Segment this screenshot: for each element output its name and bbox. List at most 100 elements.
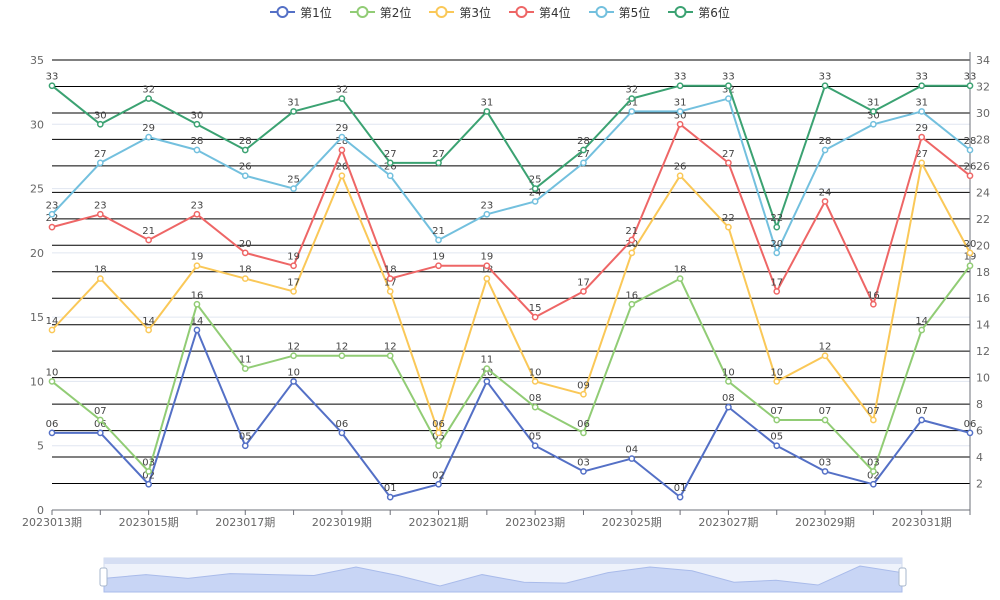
data-label: 06	[964, 419, 977, 430]
data-point	[725, 95, 732, 102]
data-point	[483, 378, 491, 385]
data-label: 20	[964, 239, 977, 250]
data-zoom-range-bar	[104, 558, 902, 564]
data-point	[193, 120, 201, 128]
data-point	[966, 429, 974, 437]
data-label: 06	[46, 419, 59, 430]
series-line-3	[51, 161, 971, 434]
data-point	[386, 275, 394, 282]
legend-item-5[interactable]: 第5位	[588, 4, 650, 21]
data-label: 07	[867, 406, 880, 417]
data-label: 10	[529, 367, 542, 378]
data-label: 28	[577, 136, 590, 147]
data-point	[96, 429, 104, 437]
right-y-tick-label: 12	[976, 345, 990, 358]
data-point	[966, 82, 974, 90]
data-label: 28	[964, 136, 977, 147]
data-label: 16	[867, 290, 880, 301]
data-point	[96, 210, 104, 218]
data-point	[290, 262, 297, 270]
data-label: 12	[287, 342, 300, 353]
right-y-tick-label: 2	[976, 478, 983, 491]
data-label: 25	[287, 175, 300, 186]
data-zoom-slider[interactable]	[99, 557, 907, 593]
x-tick-label: 2023031期	[892, 516, 952, 529]
data-point	[386, 493, 394, 501]
data-point	[338, 172, 346, 180]
data-label: 19	[287, 252, 300, 263]
data-point	[145, 133, 152, 141]
data-point	[435, 159, 442, 167]
data-label: 16	[191, 290, 204, 301]
data-label: 27	[577, 149, 590, 160]
data-label: 32	[722, 85, 735, 96]
data-label: 31	[480, 97, 493, 108]
data-point	[628, 300, 636, 308]
legend-item-2[interactable]: 第2位	[349, 4, 411, 21]
data-point	[531, 403, 539, 411]
legend-item-4[interactable]: 第4位	[509, 4, 571, 21]
series-line-6	[51, 84, 970, 229]
data-point	[580, 288, 587, 295]
data-label: 07	[915, 406, 928, 417]
data-label: 31	[625, 97, 638, 108]
data-point	[628, 95, 636, 102]
data-label: 05	[770, 432, 783, 443]
legend-item-3[interactable]: 第3位	[429, 4, 491, 21]
data-label: 10	[722, 367, 735, 378]
data-label: 28	[819, 136, 832, 147]
data-point	[96, 275, 104, 282]
data-point	[145, 468, 152, 475]
data-label: 10	[480, 367, 493, 378]
data-label: 05	[529, 432, 542, 443]
data-point	[145, 236, 152, 244]
data-point	[821, 416, 829, 424]
data-point	[966, 172, 974, 180]
data-point	[48, 210, 56, 218]
data-point	[725, 223, 732, 231]
data-label: 12	[336, 342, 349, 353]
series-layer: 06 06 02 14 05 10 06 01 02 10 05 03 04 01 08 05 03 02 07 06…	[46, 72, 977, 501]
data-label: 08	[722, 393, 735, 404]
data-point	[386, 352, 394, 360]
right-y-tick-label: 14	[976, 319, 990, 332]
data-point	[290, 378, 297, 385]
data-point	[96, 159, 104, 167]
data-label: 23	[191, 200, 204, 211]
data-label: 31	[915, 97, 928, 108]
data-label: 33	[964, 72, 977, 83]
data-label: 19	[964, 252, 977, 263]
data-label: 02	[142, 470, 155, 481]
data-point	[145, 95, 152, 102]
data-point	[96, 120, 104, 128]
data-label: 27	[722, 149, 735, 160]
series-line-4	[51, 123, 971, 319]
data-point	[821, 468, 829, 475]
series-line-2	[51, 265, 971, 473]
data-point	[531, 313, 539, 321]
data-point	[193, 262, 201, 270]
data-label: 06	[336, 419, 349, 430]
data-point	[338, 95, 346, 102]
left-y-tick-label: 10	[30, 375, 44, 388]
legend-item-1[interactable]: 第1位	[270, 4, 332, 21]
left-y-tick-label: 15	[30, 311, 44, 324]
data-label: 08	[529, 393, 542, 404]
data-point	[773, 442, 781, 450]
data-point	[338, 429, 346, 437]
data-point	[338, 133, 346, 141]
data-point	[870, 468, 877, 475]
data-label: 06	[577, 419, 590, 430]
data-point	[193, 300, 201, 308]
data-point	[773, 378, 781, 385]
right-y-tick-label: 16	[976, 292, 990, 305]
data-point	[290, 352, 297, 360]
data-label: 25	[529, 175, 542, 186]
data-point	[338, 146, 346, 154]
data-label: 07	[94, 406, 107, 417]
data-label: 11	[239, 355, 252, 366]
data-label: 33	[46, 72, 59, 83]
legend-item-6[interactable]: 第6位	[668, 4, 730, 21]
data-label: 17	[384, 277, 397, 288]
data-label: 06	[94, 419, 107, 430]
